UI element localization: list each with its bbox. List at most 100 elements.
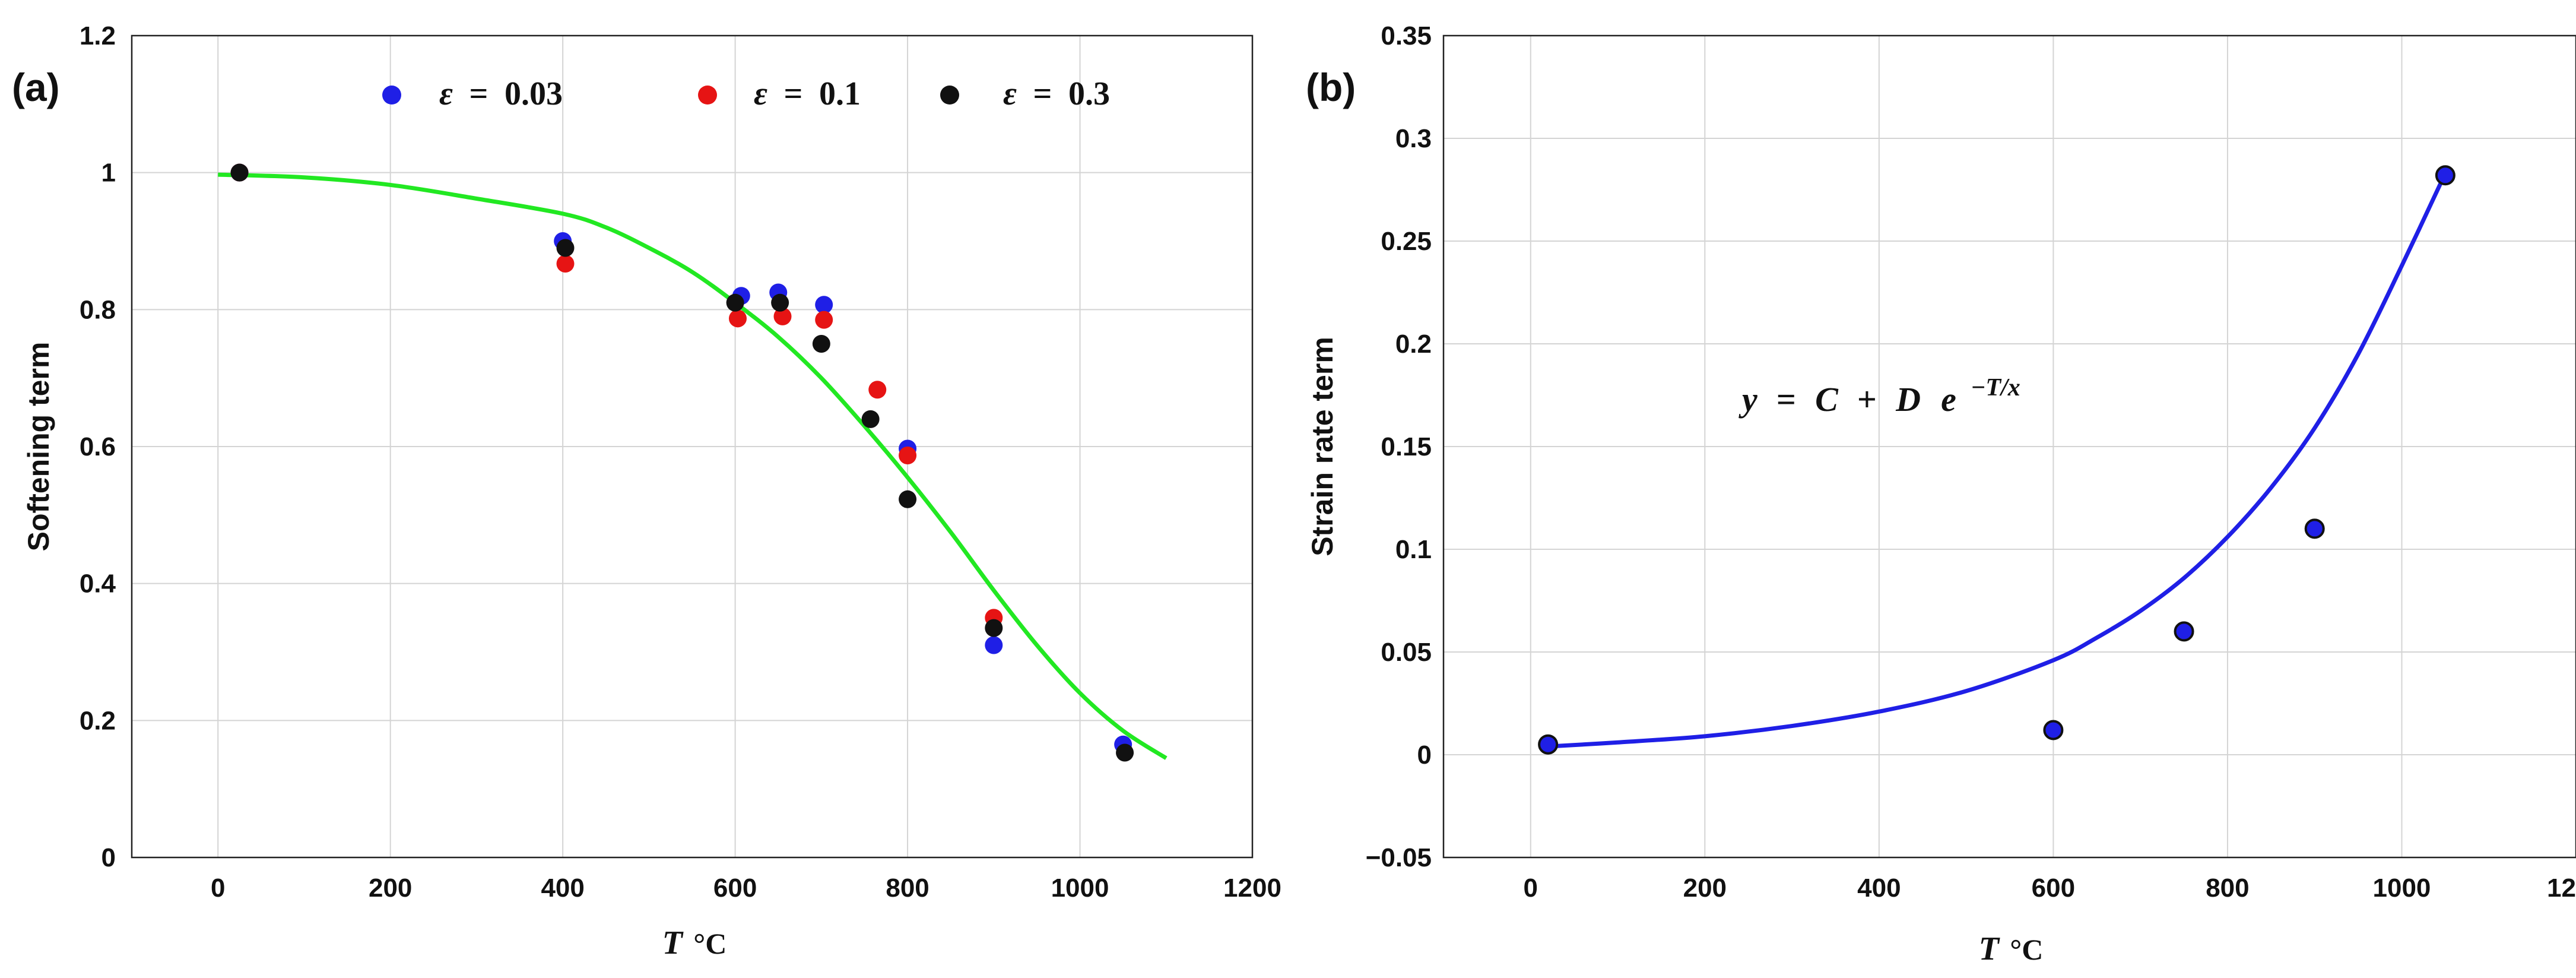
data-point-b-s0 <box>2043 720 2064 740</box>
chart-softening-term: (a) 0 200 400 600 800 1000 1200 0 0.2 0.4 0.6 0.8 1… <box>12 21 1281 961</box>
y-tick-label: 0 <box>1417 740 1432 770</box>
data-point-a-s1 <box>899 446 917 464</box>
x-tick-label: 200 <box>1683 873 1727 903</box>
data-point-a-s2 <box>230 163 249 182</box>
data-points-a <box>230 163 1134 762</box>
x-tick-label: 1200 <box>2547 873 2576 903</box>
y-tick-label: 0.25 <box>1381 227 1432 256</box>
y-tick-label: 0.3 <box>1395 124 1432 153</box>
data-point-a-s0 <box>815 296 833 314</box>
legend-var: ε <box>754 75 767 112</box>
x-axis-unit-b: °C <box>2010 933 2043 966</box>
legend-item-eps-03: ε = 0.3 <box>940 74 1110 112</box>
data-point-a-s1 <box>728 309 747 328</box>
x-tick-label: 800 <box>886 873 929 903</box>
plot-frame-a <box>131 34 1254 859</box>
x-tick-labels-b: 0 200 400 600 800 1000 1200 <box>1524 873 2576 903</box>
data-point-b-s0 <box>2304 518 2325 539</box>
y-tick-label: 0.6 <box>80 432 116 461</box>
y-tick-label: 0.35 <box>1381 21 1432 50</box>
panel-label-b: (b) <box>1306 65 1356 109</box>
data-point-a-s1 <box>556 255 575 273</box>
y-tick-labels-b: −0.05 0 0.05 0.1 0.15 0.2 0.25 0.3 0.35 <box>1366 21 1432 872</box>
data-point-b-s0 <box>2435 165 2456 186</box>
x-tick-label: 600 <box>2032 873 2075 903</box>
eq-e: e <box>1941 380 1956 419</box>
data-point-a-s2 <box>771 293 789 312</box>
x-tick-label: 600 <box>713 873 757 903</box>
y-tick-label: 1 <box>101 159 116 188</box>
data-point-a-s2 <box>899 490 917 508</box>
x-tick-labels-a: 0 200 400 600 800 1000 1200 <box>211 873 1281 903</box>
data-point-a-s1 <box>868 381 887 399</box>
data-point-a-s0 <box>985 636 1003 654</box>
fit-curve-b <box>1547 172 2448 749</box>
data-point-b-s0 <box>2174 621 2194 642</box>
fit-curve-a <box>218 172 1168 760</box>
svg-text:ε = 0.1: ε = 0.1 <box>754 74 861 112</box>
data-point-a-s2 <box>726 293 744 312</box>
y-tick-label: 0.2 <box>1395 330 1432 359</box>
x-tick-label: 0 <box>1524 873 1538 903</box>
x-tick-label: 1000 <box>2373 873 2431 903</box>
y-axis-label-b: Strain rate term <box>1306 337 1339 556</box>
y-tick-label: 0.8 <box>80 295 116 324</box>
data-point-a-s2 <box>556 239 575 257</box>
y-tick-label: −0.05 <box>1366 843 1432 872</box>
plot-frame-b <box>1442 34 2576 859</box>
grid-b <box>1444 35 2576 858</box>
legend-value: 0.03 <box>505 75 563 112</box>
eq-d: D <box>1895 380 1921 419</box>
x-tick-label: 1200 <box>1223 873 1281 903</box>
svg-text:y = C: y = C + D e −T/x <box>1739 374 2020 419</box>
legend-value: 0.1 <box>819 75 861 112</box>
grid-a <box>132 35 1253 858</box>
x-tick-label: 800 <box>2206 873 2249 903</box>
eq-c: C <box>1815 380 1839 419</box>
panel-label-a: (a) <box>12 65 60 109</box>
data-point-a-s2 <box>1116 743 1134 762</box>
legend-var: ε <box>1003 75 1017 112</box>
y-tick-label: 0.05 <box>1381 638 1432 667</box>
eq-lhs: y <box>1739 380 1757 419</box>
y-tick-label: 0.1 <box>1395 535 1432 564</box>
y-tick-label: 0.15 <box>1381 432 1432 461</box>
data-point-a-s1 <box>815 311 833 329</box>
y-tick-label: 0.2 <box>80 706 116 735</box>
legend-marker-eps-003 <box>382 86 401 105</box>
x-tick-label: 400 <box>1857 873 1901 903</box>
x-tick-label: 400 <box>541 873 584 903</box>
svg-text:ε = 0.03: ε = 0.03 <box>439 74 563 112</box>
data-point-b-s0 <box>1538 734 1559 755</box>
legend-var: ε <box>439 75 453 112</box>
equation-annotation: y = C + D e −T/x <box>1739 374 2020 419</box>
legend-a: ε = 0.03 ε = 0.1 ε = 0.3 <box>382 74 1110 112</box>
x-axis-unit-a: °C <box>693 927 727 960</box>
data-points-b <box>1538 165 2456 755</box>
eq-equals: = <box>1776 380 1796 419</box>
x-tick-label: 1000 <box>1051 873 1109 903</box>
x-axis-var-b: T <box>1979 930 2001 967</box>
x-axis-label-b: T °C <box>1979 930 2044 967</box>
eq-plus: + <box>1857 380 1877 419</box>
data-point-a-s2 <box>985 619 1003 637</box>
x-tick-label: 0 <box>211 873 225 903</box>
svg-text:ε = 0.3: ε = 0.3 <box>1003 74 1110 112</box>
x-axis-var-a: T <box>662 925 684 961</box>
x-axis-label-a: T °C <box>662 925 727 961</box>
legend-marker-eps-03 <box>940 86 959 105</box>
x-tick-label: 200 <box>369 873 412 903</box>
data-point-a-s2 <box>861 410 880 428</box>
chart-strain-rate-term: (b) 0 200 400 600 800 1000 1200 −0.05 0 0.05 0.1 0… <box>1306 21 2576 967</box>
eq-exponent: −T/x <box>1971 374 2020 401</box>
y-tick-labels-a: 0 0.2 0.4 0.6 0.8 1 1.2 <box>80 21 116 872</box>
y-tick-label: 0.4 <box>80 569 116 599</box>
legend-value: 0.3 <box>1068 75 1110 112</box>
data-point-a-s2 <box>812 335 830 353</box>
y-axis-label-a: Softening term <box>22 342 55 552</box>
legend-item-eps-003: ε = 0.03 <box>382 74 563 112</box>
data-point-a-s1 <box>773 307 792 325</box>
legend-item-eps-01: ε = 0.1 <box>698 74 861 112</box>
y-tick-label: 1.2 <box>80 21 116 50</box>
